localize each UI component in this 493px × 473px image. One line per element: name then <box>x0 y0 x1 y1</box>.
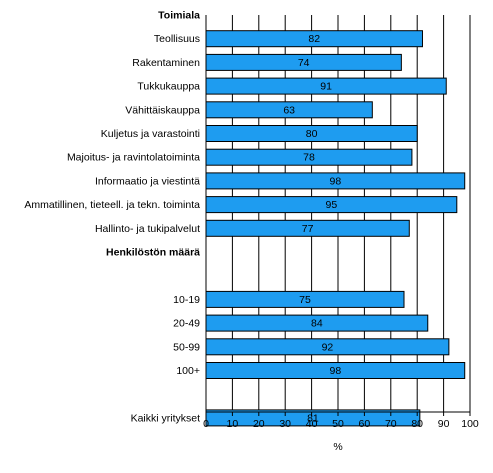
x-tick-label: 0 <box>203 418 209 430</box>
x-tick-label: 90 <box>438 418 450 430</box>
x-axis: 0 10 20 30 40 50 60 70 80 90 100 <box>203 15 479 430</box>
x-tick-label: 20 <box>253 418 265 430</box>
category-label: Tukkukauppa <box>137 81 200 93</box>
x-tick-label: 40 <box>306 418 318 430</box>
bar-value-label: 84 <box>311 318 323 330</box>
category-label: 100+ <box>176 365 200 377</box>
bar-value-label: 77 <box>302 223 314 235</box>
category-label: 20-49 <box>173 318 200 330</box>
bar-value-label: 74 <box>298 57 310 69</box>
category-label: Teollisuus <box>154 33 200 45</box>
bar-value-label: 92 <box>322 341 334 353</box>
bar-layer <box>205 30 466 427</box>
category-label: 10-19 <box>173 294 200 306</box>
bar-value-label: 63 <box>283 104 295 116</box>
x-tick-label: 60 <box>359 418 371 430</box>
category-label: Majoitus- ja ravintolatoiminta <box>67 152 200 164</box>
category-label: Ammatillinen, tieteell. ja tekn. toimint… <box>24 199 200 211</box>
category-label: Vähittäiskauppa <box>125 104 200 116</box>
x-tick-label: 30 <box>279 418 291 430</box>
x-tick-label: 70 <box>385 418 397 430</box>
bar-value-label: 82 <box>308 33 320 45</box>
bar-value-label: 80 <box>306 128 318 140</box>
x-tick-label: 50 <box>332 418 344 430</box>
bar-value-label: 91 <box>320 81 332 93</box>
bar-value-label: 98 <box>330 365 342 377</box>
x-axis-title: % <box>333 441 342 453</box>
section-label: Toimiala <box>158 10 200 22</box>
category-label: Informaatio ja viestintä <box>95 175 200 187</box>
category-label: Kaikki yritykset <box>131 412 201 424</box>
category-label: 50-99 <box>173 341 200 353</box>
category-label: Kuljetus ja varastointi <box>101 128 200 140</box>
category-label: Rakentaminen <box>132 57 200 69</box>
label-layer: Toimiala Teollisuus 82 Rakentaminen 74 Tukkuk… <box>24 10 341 425</box>
x-tick-label: 80 <box>411 418 423 430</box>
bar-value-label: 98 <box>330 175 342 187</box>
bar-value-label: 75 <box>299 294 311 306</box>
bar-value-label: 81 <box>307 412 319 424</box>
bar-value-label: 78 <box>303 152 315 164</box>
x-tick-label: 10 <box>227 418 239 430</box>
bar <box>205 409 421 427</box>
category-label: Hallinto- ja tukipalvelut <box>95 223 200 235</box>
x-tick-label: 100 <box>461 418 479 430</box>
bar-value-label: 95 <box>326 199 338 211</box>
section-label: Henkilöstön määrä <box>106 247 200 259</box>
